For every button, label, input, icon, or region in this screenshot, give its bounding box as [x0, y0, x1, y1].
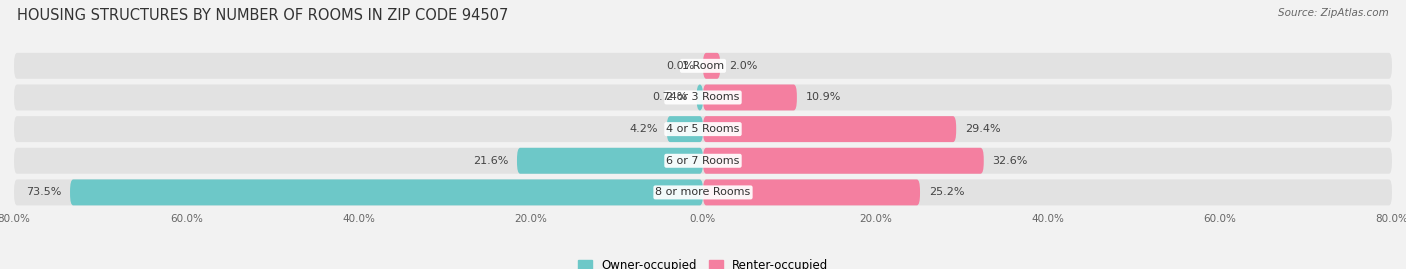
Text: 4.2%: 4.2% [630, 124, 658, 134]
Text: HOUSING STRUCTURES BY NUMBER OF ROOMS IN ZIP CODE 94507: HOUSING STRUCTURES BY NUMBER OF ROOMS IN… [17, 8, 508, 23]
Text: 0.0%: 0.0% [666, 61, 695, 71]
FancyBboxPatch shape [14, 116, 1392, 142]
FancyBboxPatch shape [517, 148, 703, 174]
Text: Source: ZipAtlas.com: Source: ZipAtlas.com [1278, 8, 1389, 18]
FancyBboxPatch shape [703, 53, 720, 79]
Text: 2 or 3 Rooms: 2 or 3 Rooms [666, 93, 740, 102]
Text: 4 or 5 Rooms: 4 or 5 Rooms [666, 124, 740, 134]
Text: 10.9%: 10.9% [806, 93, 841, 102]
FancyBboxPatch shape [14, 53, 1392, 79]
FancyBboxPatch shape [703, 116, 956, 142]
Text: 1 Room: 1 Room [682, 61, 724, 71]
FancyBboxPatch shape [703, 179, 920, 206]
FancyBboxPatch shape [14, 84, 1392, 111]
Text: 29.4%: 29.4% [965, 124, 1001, 134]
Text: 0.74%: 0.74% [652, 93, 688, 102]
FancyBboxPatch shape [703, 148, 984, 174]
FancyBboxPatch shape [14, 179, 1392, 206]
Legend: Owner-occupied, Renter-occupied: Owner-occupied, Renter-occupied [572, 254, 834, 269]
Text: 8 or more Rooms: 8 or more Rooms [655, 187, 751, 197]
FancyBboxPatch shape [70, 179, 703, 206]
Text: 2.0%: 2.0% [728, 61, 758, 71]
FancyBboxPatch shape [703, 84, 797, 111]
Text: 32.6%: 32.6% [993, 156, 1028, 166]
FancyBboxPatch shape [14, 148, 1392, 174]
Text: 6 or 7 Rooms: 6 or 7 Rooms [666, 156, 740, 166]
FancyBboxPatch shape [666, 116, 703, 142]
Text: 21.6%: 21.6% [472, 156, 509, 166]
FancyBboxPatch shape [696, 84, 703, 111]
Text: 25.2%: 25.2% [928, 187, 965, 197]
Text: 73.5%: 73.5% [27, 187, 62, 197]
